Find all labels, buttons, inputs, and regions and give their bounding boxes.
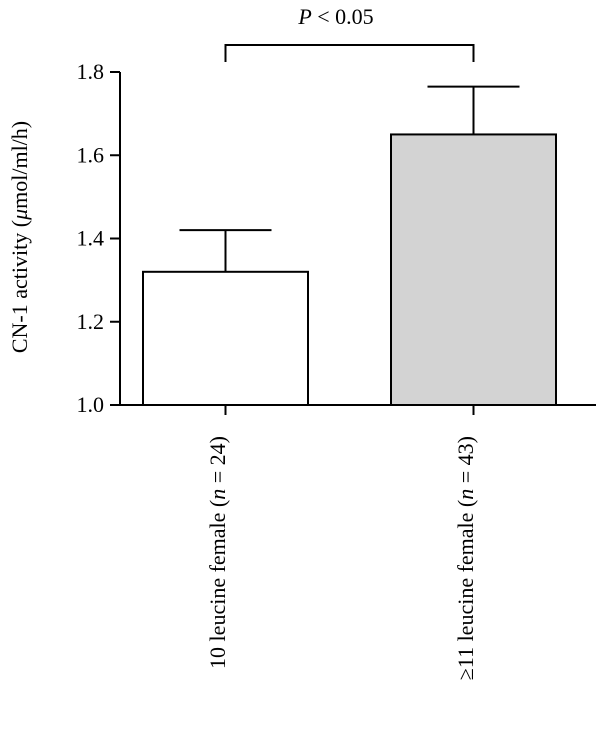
x-category-label-prefix: 10 leucine female ( (205, 500, 230, 669)
bar (142, 270, 309, 406)
y-axis-label: CN-1 activity (μmol/ml/h) (7, 121, 32, 353)
y-axis-label-prefix: CN-1 activity ( (7, 220, 32, 353)
x-category-label-n: n (205, 489, 230, 500)
x-category-label: 10 leucine female (n = 24) (205, 436, 230, 669)
significance-threshold: < 0.05 (312, 4, 374, 29)
y-tick-label: 1.2 (77, 309, 105, 334)
x-category-label-suffix: = 24) (205, 436, 230, 489)
y-tick-label: 1.8 (77, 59, 105, 84)
y-tick-label: 1.6 (77, 142, 105, 167)
significance-bracket (224, 44, 475, 62)
x-category-label: ≥11 leucine female (n = 43) (453, 436, 478, 680)
chart-marks: 1.0 1.2 1.4 1.6 1.8 (77, 44, 596, 417)
y-tick-label: 1.0 (77, 392, 105, 417)
x-category-label-prefix: ≥11 leucine female ( (453, 500, 478, 680)
significance-p-symbol: P (297, 4, 311, 29)
x-category-label-suffix: = 43) (453, 436, 478, 489)
y-axis-label-mu: μ (7, 209, 32, 221)
significance-label: P < 0.05 (297, 4, 373, 29)
y-tick-label: 1.4 (77, 226, 105, 251)
x-category-label-n: n (453, 489, 478, 500)
y-axis-label-suffix: mol/ml/h) (7, 121, 32, 209)
bar (390, 133, 557, 406)
